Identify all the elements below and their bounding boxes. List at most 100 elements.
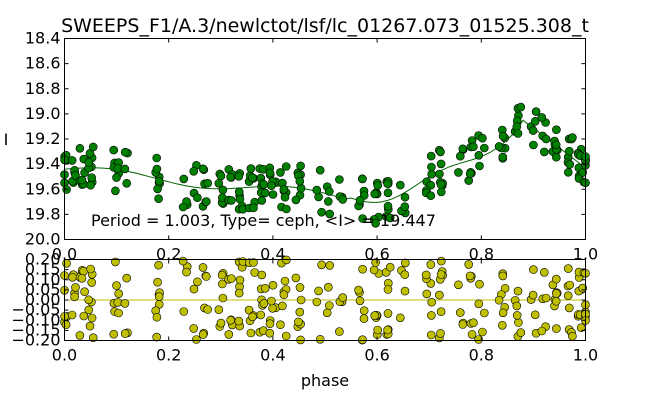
y-tick-label: −0.15 (11, 320, 60, 339)
residual-point (281, 331, 291, 341)
residual-point (335, 327, 344, 336)
data-point (539, 147, 549, 157)
x-tick-label: 0.6 (364, 346, 389, 365)
y-tick-label: −0.20 (11, 331, 60, 350)
data-point (568, 133, 577, 142)
data-point (279, 185, 289, 194)
residual-point (370, 311, 380, 320)
residuals-panel: 0.0 0.2 0.4 0.6 0.8 1.00.200.150.100.050.00−0… (11, 250, 598, 391)
data-point (565, 160, 575, 169)
data-point (563, 168, 573, 177)
light-curve-axes: 0.0 0.2 0.4 0.6 0.8 1.0 18.4 18.6 18.8 19.0 19.2 19… (25, 29, 598, 264)
residual-point (198, 330, 208, 339)
residual-point (551, 296, 561, 306)
residual-point (498, 308, 508, 318)
data-point (214, 179, 224, 188)
residual-point (216, 318, 226, 328)
residual-point (265, 328, 275, 338)
residual-point (568, 331, 577, 341)
data-point (427, 169, 437, 179)
residual-point (464, 260, 474, 269)
data-point (75, 144, 85, 153)
data-point (315, 165, 325, 175)
residual-point (312, 297, 322, 307)
residual-point (198, 263, 208, 272)
y-tick-label: 19.4 (25, 154, 61, 173)
data-point (281, 162, 291, 171)
data-point (465, 169, 475, 179)
data-point (435, 169, 444, 179)
data-point (111, 186, 120, 196)
residual-point (395, 313, 405, 323)
light-curve-data (60, 102, 590, 228)
residual-point (114, 289, 123, 299)
data-point (86, 180, 95, 190)
residual-point (217, 270, 227, 280)
residual-point (529, 265, 538, 274)
data-point (537, 113, 547, 122)
residual-point (400, 270, 410, 280)
data-point (479, 143, 489, 153)
residual-point (426, 260, 436, 269)
data-point (84, 158, 94, 167)
data-point (528, 126, 538, 135)
x-tick-label: 0.0 (52, 245, 77, 264)
residual-point (152, 312, 162, 322)
data-point (296, 161, 305, 171)
data-point (152, 164, 162, 174)
residual-point (179, 307, 189, 316)
residual-point (265, 319, 275, 329)
residual-point (436, 329, 445, 338)
residual-point (552, 324, 561, 333)
residual-point (539, 267, 549, 277)
residual-point (494, 295, 504, 305)
residual-point (153, 277, 162, 287)
residual-point (355, 296, 365, 306)
data-point (109, 145, 118, 155)
data-point (400, 192, 410, 202)
x-tick-label: 0.8 (469, 245, 494, 264)
residual-point (497, 320, 507, 330)
x-tick-label: 1.0 (573, 245, 598, 264)
data-point (248, 173, 257, 183)
data-point (120, 147, 130, 157)
residual-point (469, 318, 478, 328)
residual-point (400, 258, 410, 268)
y-tick-label: 19.2 (25, 129, 61, 148)
residual-point (276, 320, 285, 330)
data-point (385, 213, 395, 223)
residual-point (295, 307, 305, 317)
data-point (383, 179, 392, 188)
data-point (436, 147, 445, 157)
data-point (551, 140, 561, 150)
data-point (226, 172, 235, 182)
residual-point (359, 314, 369, 323)
residual-point (268, 280, 278, 290)
residual-point (182, 267, 191, 277)
data-point (267, 181, 276, 190)
residual-point (88, 333, 98, 343)
data-point (202, 197, 211, 206)
data-point (474, 151, 484, 160)
data-point (469, 142, 478, 151)
residual-point (77, 273, 87, 283)
data-point (324, 187, 334, 196)
residual-point (113, 298, 122, 307)
data-point (455, 151, 465, 161)
residual-point (563, 291, 573, 301)
data-point (383, 188, 393, 198)
residual-point (61, 320, 71, 330)
data-point (189, 167, 198, 176)
residual-point (68, 272, 77, 282)
residual-point (120, 299, 130, 308)
period-annotation: Period = 1.003, Type= ceph, <I> = 19.447 (91, 211, 436, 230)
x-tick-label: 0.0 (52, 346, 77, 365)
data-point (265, 168, 275, 178)
residual-point (278, 301, 287, 311)
residual-point (385, 262, 395, 272)
residual-point (541, 293, 551, 303)
residual-point (551, 274, 561, 284)
residual-point (280, 276, 290, 286)
residual-point (513, 286, 523, 296)
